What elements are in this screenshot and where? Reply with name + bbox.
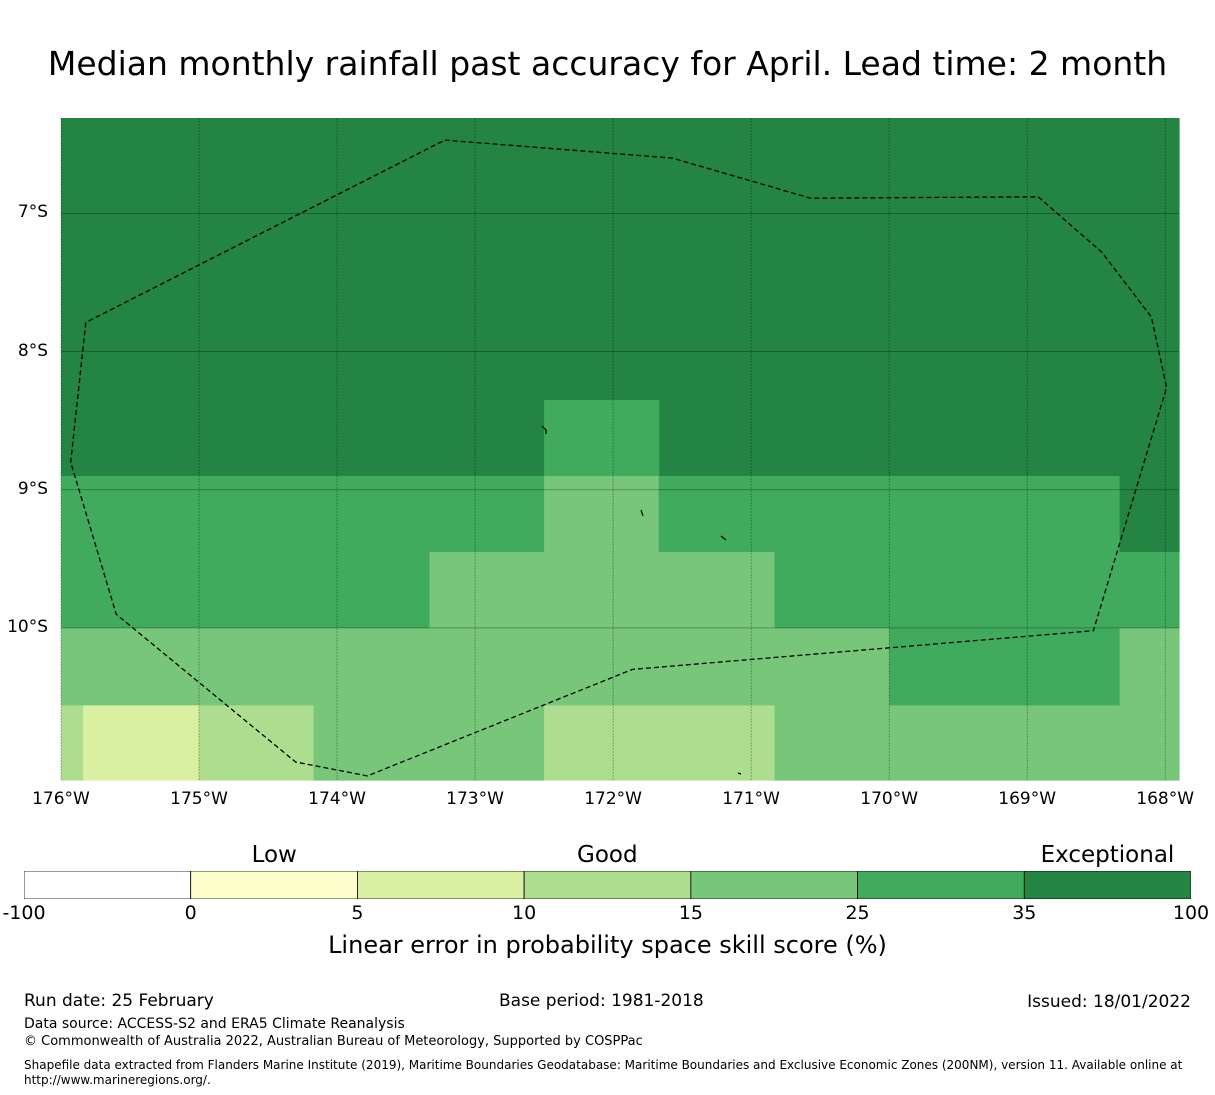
skill-cell: [1119, 627, 1180, 706]
longitude-label: 171°W: [722, 789, 780, 809]
issued-date: Issued: 18/01/2022: [1027, 992, 1191, 1012]
longitude-label: 175°W: [170, 789, 228, 809]
skill-cell: [544, 475, 660, 553]
colorbar-segment: [190, 871, 358, 899]
longitude-label: 172°W: [584, 789, 642, 809]
colorbar-tick: 25: [845, 902, 870, 924]
skill-cell: [658, 475, 1121, 553]
longitude-label: 170°W: [860, 789, 919, 809]
copyright: © Commonwealth of Australia 2022, Austra…: [24, 1034, 643, 1049]
shapefile-credit: Shapefile data extracted from Flanders M…: [24, 1058, 1183, 1072]
skill-cell: [429, 551, 776, 629]
colorbar-segment: [523, 871, 692, 899]
skill-cell: [61, 475, 545, 553]
colorbar-label: Linear error in probability space skill …: [328, 931, 887, 959]
skill-cell: [61, 705, 84, 781]
latitude-label: 8°S: [17, 340, 48, 361]
latitude-label: 10°S: [7, 616, 48, 637]
legend-category-label: Low: [251, 842, 297, 868]
colorbar-tick: 10: [512, 902, 537, 924]
skill-cell: [83, 705, 200, 781]
base-period: Base period: 1981-2018: [499, 991, 704, 1011]
colorbar-segment: [690, 871, 858, 899]
island: [541, 425, 547, 434]
colorbar-segment: [24, 871, 192, 899]
colorbar-tick: 35: [1012, 902, 1037, 924]
colorbar-tick: 5: [351, 902, 364, 924]
colorbar-tick: 15: [678, 902, 703, 924]
skill-cells: [61, 118, 1180, 781]
chart-title: Median monthly rainfall past accuracy fo…: [47, 44, 1168, 83]
data-source: Data source: ACCESS-S2 and ERA5 Climate …: [24, 1016, 405, 1032]
skill-cell: [889, 627, 1121, 706]
skill-cell: [61, 551, 431, 629]
skill-cell: [1119, 475, 1180, 553]
longitude-label: 173°W: [446, 789, 504, 809]
graticule: [60, 118, 1179, 780]
legend-category-label: Good: [577, 842, 638, 868]
colorbar: [24, 871, 1191, 899]
skill-cell: [544, 705, 776, 781]
skill-cell: [199, 705, 315, 781]
legend-category-label: Exceptional: [1040, 842, 1175, 868]
island: [640, 509, 644, 517]
island: [720, 535, 727, 541]
island: [737, 772, 742, 775]
skill-cell: [774, 551, 1180, 629]
longitude-label: 176°W: [32, 789, 90, 809]
skill-cell: [774, 705, 1180, 781]
latitude-label: 7°S: [17, 202, 48, 223]
colorbar-tick: 0: [184, 902, 197, 924]
run-date: Run date: 25 February: [24, 991, 214, 1011]
colorbar-tick: -100: [2, 902, 46, 924]
eez-boundary: [70, 139, 1168, 777]
shapefile-url: http://www.marineregions.org/.: [24, 1073, 211, 1087]
skill-cell: [313, 705, 545, 781]
islands: [541, 425, 742, 775]
longitude-label: 174°W: [308, 789, 366, 809]
latitude-label: 9°S: [17, 478, 48, 499]
longitude-label: 169°W: [998, 789, 1057, 809]
colorbar-segment: [1023, 871, 1191, 899]
colorbar-segment: [857, 871, 1025, 899]
skill-cell: [61, 627, 890, 706]
longitude-label: 168°W: [1136, 789, 1195, 809]
skill-map: [60, 118, 1180, 781]
skill-cell: [544, 399, 660, 477]
colorbar-segment: [357, 871, 525, 899]
colorbar-tick: 100: [1172, 902, 1210, 924]
